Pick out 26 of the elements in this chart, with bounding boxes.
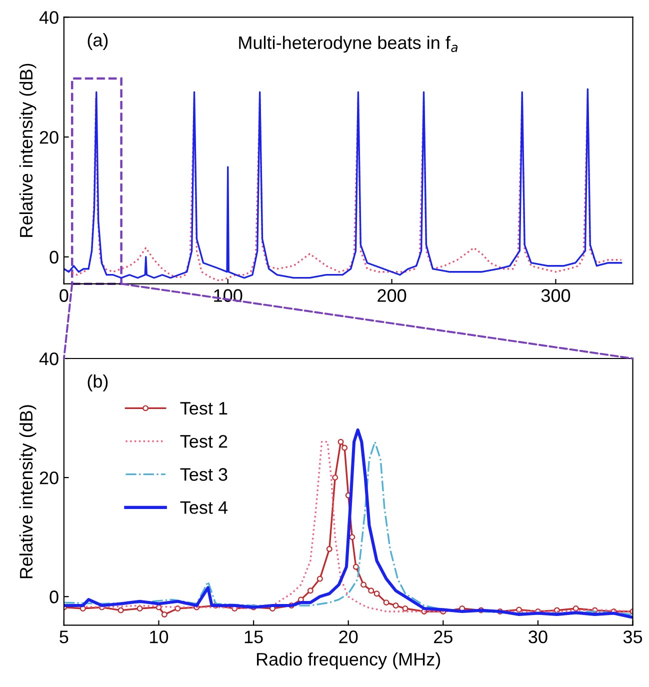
x-tick-label: 200 — [378, 289, 406, 302]
x-tick-label: 0 — [60, 289, 68, 302]
x-tick-label: 20 — [339, 630, 358, 644]
text: Multi-heterodyne beats in f$_{a}$ — [239, 36, 458, 53]
y-tick-label: 20 — [40, 471, 58, 484]
annotation: (b) — [88, 374, 108, 392]
x-tick-label: 15 — [244, 630, 263, 644]
x-tick-label: 30 — [528, 630, 548, 644]
x-tick-label: 25 — [434, 630, 452, 644]
x-tick-label: 300 — [541, 289, 570, 302]
legend-label: Test 3 — [180, 468, 228, 481]
legend-label: Test 4 — [180, 501, 228, 514]
annotation: (a) — [88, 33, 108, 50]
y-tick-label: 40 — [39, 11, 58, 24]
x-axis-title: Radio frequency (MHz) — [257, 652, 440, 670]
legend-label: Test 2 — [180, 434, 228, 448]
y-tick-label: 20 — [40, 130, 58, 144]
x-tick-label: 5 — [60, 630, 68, 644]
x-tick-label: 10 — [150, 630, 168, 644]
y-tick-label: 0 — [50, 250, 58, 264]
x-tick-label: 35 — [623, 630, 642, 644]
legend-label: Test 1 — [180, 402, 228, 415]
y-axis-title: Relative intensity (dB) — [19, 64, 36, 237]
y-axis-title: Relative intensity (dB) — [19, 405, 36, 578]
y-tick-label: 0 — [50, 590, 58, 604]
y-tick-label: 40 — [39, 352, 58, 366]
